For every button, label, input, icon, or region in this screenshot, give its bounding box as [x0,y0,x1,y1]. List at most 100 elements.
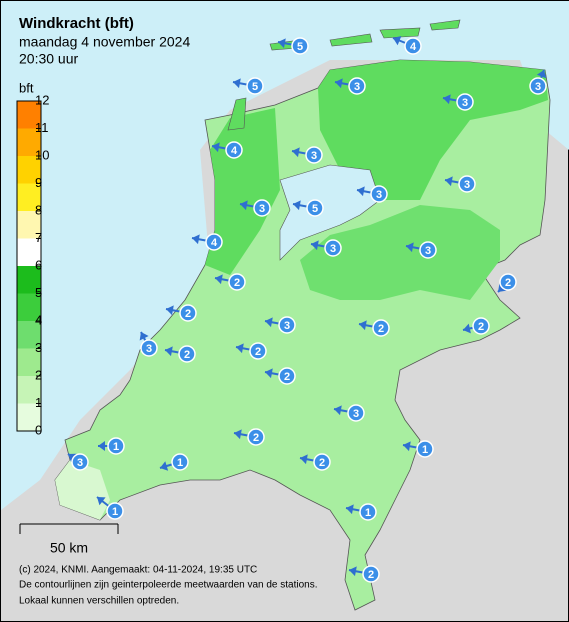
land [54,59,551,611]
legend-tick-label: 9 [35,175,42,190]
station-value: 3 [330,243,336,255]
station-marker [205,233,223,251]
wind-arrow-head [97,497,106,506]
legend-band [17,238,41,266]
wind-arrow-head [265,368,273,379]
wind-arrow-head [300,454,308,465]
station-marker [370,185,388,203]
legend-band [17,128,41,156]
wind-arrow-head [265,317,273,328]
station-marker [456,93,474,111]
wind-arrow-head [443,94,451,105]
station-marker [225,141,243,159]
station-marker [246,77,264,95]
station-marker [313,453,331,471]
station-marker [228,273,246,291]
station-value: 1 [177,457,183,469]
footer: De contourlijnen zijn geinterpoleerde me… [19,580,318,591]
wind-arrow-head [463,323,471,334]
title: Windkracht (bft) [19,15,134,32]
legend-tick-label: 5 [35,285,42,300]
station-value: 2 [234,277,240,289]
region [318,60,548,200]
wind-arrow-head [215,274,223,285]
legend-band [17,156,41,184]
wind-arrow-head [166,305,174,316]
wind-arrow-head [236,343,244,354]
sea [1,1,569,510]
station-marker [458,175,476,193]
station-value: 3 [425,245,431,257]
wind-arrow-head [292,147,300,158]
station-value: 1 [365,507,371,519]
station-value: 2 [255,346,261,358]
station-value: 4 [410,41,417,53]
legend-band [17,348,41,376]
legend-band [17,211,41,239]
wind-arrow-head [212,142,220,153]
legend-band [17,403,41,431]
station-marker [348,77,366,95]
wind-arrow-head [445,176,453,187]
legend-tick-label: 1 [35,395,42,410]
time: 20:30 uur [19,51,78,67]
legend-band [17,183,41,211]
station-marker [305,146,323,164]
station-value: 1 [422,444,428,456]
stations: 5 4 5 3 3 3 4 3 3 3 3 5 4 3 3 2 2 2 3 2 2 3 2 2 2 3 1 2 1 3 1 2 1 1 2 [67,35,547,583]
station-value: 5 [252,81,258,93]
station-marker [306,199,324,217]
station-marker [71,453,89,471]
legend-tick-label: 8 [35,202,42,217]
station-marker [359,503,377,521]
station-value: 3 [284,320,290,332]
station-value: 2 [478,321,484,333]
station-marker [472,317,490,335]
station-value: 1 [113,441,119,453]
wind-arrow-head [536,70,547,79]
scale-label: 50 km [50,540,88,556]
legend-tick-label: 4 [35,312,42,327]
station-value: 3 [376,189,382,201]
station-value: 1 [112,506,118,518]
legend-tick-label: 7 [35,230,42,245]
station-value: 4 [231,145,238,157]
legend-tick-label: 11 [35,120,49,135]
wind-arrow-head [293,200,301,211]
station-value: 2 [284,371,290,383]
legend-tick-label: 0 [35,422,42,437]
region [205,108,280,275]
station-value: 3 [311,150,317,162]
station-marker [419,241,437,259]
wind-arrow-head [240,200,248,211]
wind-arrow-head [165,346,173,357]
station-marker [107,437,125,455]
station-value: 3 [353,408,359,420]
wind-arrow-head [311,240,319,251]
station-marker [140,339,158,357]
station-marker [404,37,422,55]
wind-arrow-head [334,405,342,416]
wind-arrow-head [278,38,286,49]
date: maandag 4 november 2024 [19,34,190,50]
station-marker [249,342,267,360]
legend-tick-label: 10 [35,147,49,162]
station-marker [529,77,547,95]
legend-band [17,321,41,349]
station-value: 3 [354,81,360,93]
region [55,460,110,520]
wind-arrow-head [192,234,200,245]
station-value: 3 [464,179,470,191]
wind-arrow-head [160,461,169,471]
station-marker [247,428,265,446]
station-value: 3 [146,343,152,355]
wind-arrow-head [335,78,343,89]
legend-band [17,101,41,129]
station-marker [253,199,271,217]
station-value: 2 [185,308,191,320]
wind-arrow-head [393,35,402,46]
station-value: 5 [312,203,318,215]
station-marker [362,565,380,583]
